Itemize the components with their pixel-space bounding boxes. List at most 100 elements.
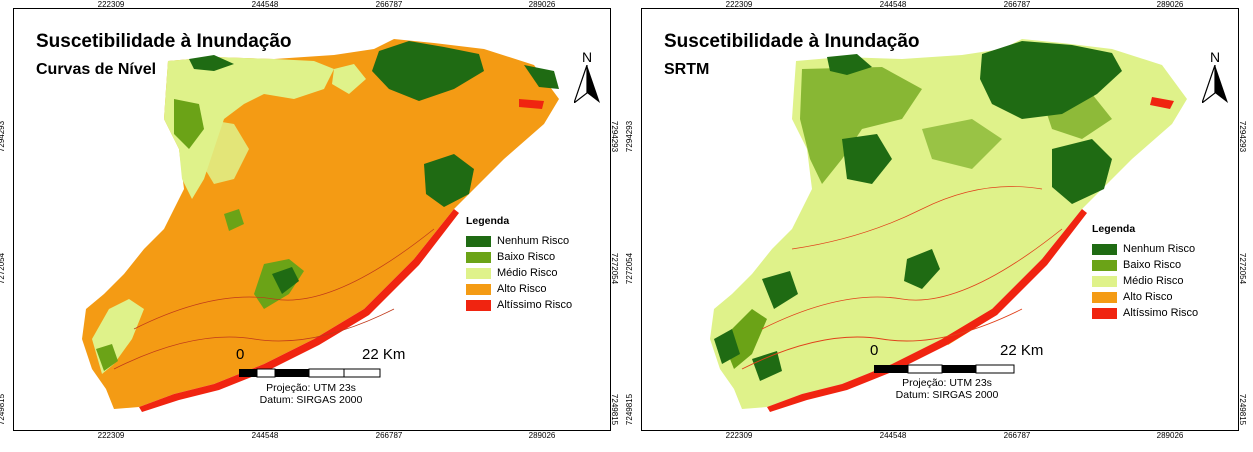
legend-item: Nenhum Risco [1092,241,1198,257]
x-tick-bottom: 222309 [725,431,753,440]
x-tick-top: 266787 [1003,0,1031,9]
map-panel-srtm: 222309 244548 266787 289026 222309 24454… [625,0,1248,452]
patch-nenhum [524,65,559,89]
legend-item: Altíssimo Risco [466,297,572,313]
x-tick-top: 244548 [879,0,907,9]
x-tick-top: 244548 [251,0,279,9]
patch-baixo [174,99,204,149]
legend-swatch [466,267,491,279]
patch-nenhum [827,54,872,75]
patch-altissimo [1150,97,1174,109]
x-tick-bottom: 289026 [1156,431,1184,440]
x-tick-top: 222309 [725,0,753,9]
patch-nenhum [842,134,892,184]
north-arrow: N [1200,49,1230,108]
river-line [741,308,1023,370]
terrain-map [710,39,1187,412]
legend-label: Baixo Risco [497,251,556,263]
legend-swatch [1092,243,1117,255]
y-tick-right: 7294293 [610,120,620,153]
y-tick-right: 7294293 [1238,120,1248,153]
patch-altissimo [519,99,544,109]
legend-label: Nenhum Risco [497,235,570,247]
map-title: Suscetibilidade à Inundação [36,31,292,52]
map-frame: Suscetibilidade à Inundação SRTM N Legen… [641,8,1239,431]
legend: Legenda Nenhum Risco Baixo Risco Médio R… [466,215,572,313]
legend-swatch [1092,291,1117,303]
map-frame: Suscetibilidade à Inundação Curvas de Ní… [13,8,611,431]
x-tick-bottom: 222309 [97,431,125,440]
legend-swatch [466,299,491,311]
x-tick-top: 266787 [375,0,403,9]
north-letter: N [1209,49,1221,65]
legend-label: Alto Risco [1123,291,1173,303]
y-tick-right: 7249815 [1238,393,1248,426]
patch-baixo [922,119,1002,169]
x-tick-bottom: 289026 [528,431,556,440]
x-tick-top: 222309 [97,0,125,9]
north-arrow-icon [1200,64,1228,105]
scale-end: 22 Km [362,346,406,363]
scale-bar [874,364,1015,374]
map-panel-curvas: 222309 244548 266787 289026 222309 24454… [0,0,620,452]
patch-medio [199,119,249,184]
legend-swatch [466,283,491,295]
y-tick-left: 7272054 [0,252,7,285]
legend-swatch [1092,307,1117,319]
patch-nenhum [372,41,484,101]
y-tick-right: 7272054 [610,252,620,285]
legend-item: Nenhum Risco [466,233,572,249]
legend-swatch [466,235,491,247]
river-line [761,228,1063,330]
scale-zero: 0 [870,342,879,359]
legend-item: Médio Risco [1092,273,1198,289]
map-subtitle: SRTM [664,61,710,78]
y-tick-left: 7294293 [625,120,635,153]
patch-nenhum [714,329,740,364]
y-tick-left: 7249815 [625,393,635,426]
terrain-map [82,39,559,412]
legend-title: Legenda [1092,223,1136,235]
legend-swatch [1092,275,1117,287]
datum-line: Datum: SIRGAS 2000 [259,394,363,406]
legend-item: Alto Risco [1092,289,1198,305]
legend-label: Médio Risco [497,267,558,279]
projection-line: Projeção: UTM 23s [266,382,356,394]
x-tick-bottom: 244548 [879,431,907,440]
north-arrow-icon [572,64,600,105]
map-subtitle: Curvas de Nível [36,61,157,78]
legend-item: Baixo Risco [466,249,572,265]
patch-nenhum [1052,139,1112,204]
legend-swatch [466,251,491,263]
legend-label: Altíssimo Risco [497,299,573,311]
datum-line: Datum: SIRGAS 2000 [895,389,999,401]
y-tick-right: 7272054 [1238,252,1248,285]
patch-nenhum [904,249,940,289]
patch-nenhum [424,154,474,207]
patch-nenhum [980,41,1122,119]
map-title: Suscetibilidade à Inundação [664,31,920,52]
patch-baixo [96,344,118,371]
x-tick-bottom: 244548 [251,431,279,440]
north-letter: N [581,49,593,65]
patch-baixo [224,209,244,231]
patch-nenhum [762,271,798,309]
x-tick-top: 289026 [528,0,556,9]
river-line [791,186,1043,250]
legend-label: Altíssimo Risco [1123,307,1199,319]
legend-item: Alto Risco [466,281,572,297]
legend-label: Baixo Risco [1123,259,1182,271]
legend-title: Legenda [466,215,510,227]
x-tick-bottom: 266787 [375,431,403,440]
projection-text: Projeção: UTM 23s Datum: SIRGAS 2000 [236,382,386,406]
scale-zero: 0 [236,346,245,363]
patch-nenhum [189,55,234,71]
river-line [113,308,395,370]
x-tick-top: 289026 [1156,0,1184,9]
legend-item: Baixo Risco [1092,257,1198,273]
scale-bar [239,368,381,378]
legend-label: Alto Risco [497,283,547,295]
patch-nenhum [752,351,782,381]
legend-item: Médio Risco [466,265,572,281]
x-tick-bottom: 266787 [1003,431,1031,440]
